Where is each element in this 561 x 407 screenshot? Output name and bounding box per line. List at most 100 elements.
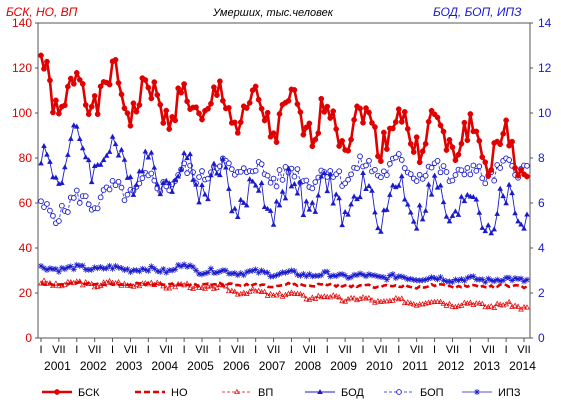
x-year-label: 2006 [223, 359, 250, 373]
series-БОД-point [324, 188, 331, 194]
series-БСК-point [94, 111, 101, 117]
series-ВП-point [440, 300, 447, 306]
series-ИПЗ-point [485, 275, 492, 282]
series-ИПЗ-point [73, 261, 80, 268]
series-БОП-point [121, 197, 128, 204]
series-ИПЗ-point [139, 265, 146, 272]
series-ВП-point [458, 302, 465, 308]
series-ВП-point [479, 300, 486, 307]
series-БОП-point [76, 200, 83, 206]
series-БОД-point [318, 173, 325, 179]
series-БОД-point [494, 210, 500, 216]
series-БСК-point [151, 79, 158, 85]
series-БСК-point [458, 140, 465, 147]
series-БОП [38, 151, 530, 227]
series-БСК-point [437, 122, 444, 129]
series-БОД-point [73, 123, 80, 129]
series-БСК-point [199, 116, 205, 123]
series-ИПЗ-point [440, 277, 447, 284]
series-БОД-point [267, 207, 274, 213]
legend-item-БОП: БОП [384, 387, 444, 399]
series-ВП-point [225, 287, 232, 294]
x-year-label: 2014 [509, 359, 536, 373]
series-БОП-point [139, 175, 146, 182]
series-БСК-point [315, 130, 322, 136]
series-БОД-point [300, 212, 307, 218]
series-БОП-point [64, 209, 71, 215]
x-month-label: I [218, 344, 221, 356]
series-ИПЗ-point [100, 265, 107, 272]
series-БОП-point [279, 176, 286, 183]
series-БСК-point [115, 80, 122, 86]
x-year-label: 2007 [259, 359, 286, 373]
series-БСК-point [291, 87, 298, 93]
series-БОП-point [252, 167, 259, 174]
series-ИПЗ-point [360, 271, 367, 278]
series-БОД-point [345, 211, 351, 217]
series-БОД-point [148, 149, 155, 155]
series-ВП-point [231, 288, 238, 294]
series-БОП-point [342, 180, 348, 187]
series-ИПЗ-point [392, 275, 399, 282]
x-month-label: VII [231, 344, 244, 356]
series-ВП-point [521, 303, 527, 310]
series-БСК-point [455, 151, 462, 158]
series-ИПЗ-point [461, 277, 468, 284]
x-month-label: VII [374, 344, 387, 356]
series-ВП-point [410, 301, 417, 307]
series-БОД-point [309, 199, 316, 205]
series-БОД-point [106, 148, 113, 154]
legend-marker [317, 389, 323, 394]
series-БОД-point [434, 184, 441, 190]
series-БОП-point [345, 176, 351, 183]
legend-label: ИПЗ [498, 387, 521, 399]
series-БОП-point [184, 170, 190, 177]
series-ИПЗ-point [354, 272, 361, 279]
series-БСК-point [249, 87, 256, 94]
series-БСК-point [73, 69, 80, 76]
series-ВП-point [234, 291, 241, 297]
series-ВП-point [53, 280, 59, 286]
series-БОД-point [336, 195, 342, 201]
series-БОД-point [145, 154, 152, 160]
series-ИПЗ-point [431, 275, 438, 282]
series-ИПЗ-point [273, 272, 280, 279]
series-ВП-point [476, 300, 483, 306]
series-ВП-point [288, 289, 295, 295]
series-ВП-point [369, 297, 375, 303]
series-ВП-point [386, 297, 393, 303]
series-ИПЗ-point [449, 279, 456, 286]
series-ИПЗ-point [345, 275, 352, 282]
series-БОП-point [473, 167, 480, 174]
series-БСК-point [413, 134, 420, 140]
legend-marker [54, 389, 60, 395]
series-БСК-point [369, 120, 375, 126]
series-БОД-point [482, 228, 489, 234]
series-БОП-point [398, 157, 405, 163]
series-БОД-point [178, 166, 184, 172]
series-БСК-point [321, 109, 328, 115]
series-ВП-point [258, 288, 265, 294]
series-ИПЗ-point [151, 265, 158, 272]
series-БОД-point [297, 178, 304, 184]
series-БОП-point [59, 202, 65, 209]
series-БОД-point [184, 155, 190, 161]
series-БОП-point [491, 177, 498, 184]
series-БСК-point [324, 103, 331, 110]
legend-item-НО: НО [135, 387, 188, 399]
series-БОП-point [416, 171, 423, 178]
series-БСК-point [112, 56, 119, 63]
legend-label: БОП [420, 387, 444, 399]
series-ВП-point [321, 293, 328, 299]
series-БОД-point [288, 183, 295, 189]
series-БСК-point [381, 129, 387, 136]
series-ИПЗ-point [425, 275, 432, 282]
series-БОД-point [53, 174, 59, 180]
series-ВП-point [255, 287, 262, 294]
series-БСК-point [231, 119, 238, 126]
series-ИПЗ-point [285, 268, 292, 275]
series-БОД-point [363, 186, 369, 192]
series-БОД-point [181, 150, 187, 156]
series-БОП-point [452, 172, 459, 178]
